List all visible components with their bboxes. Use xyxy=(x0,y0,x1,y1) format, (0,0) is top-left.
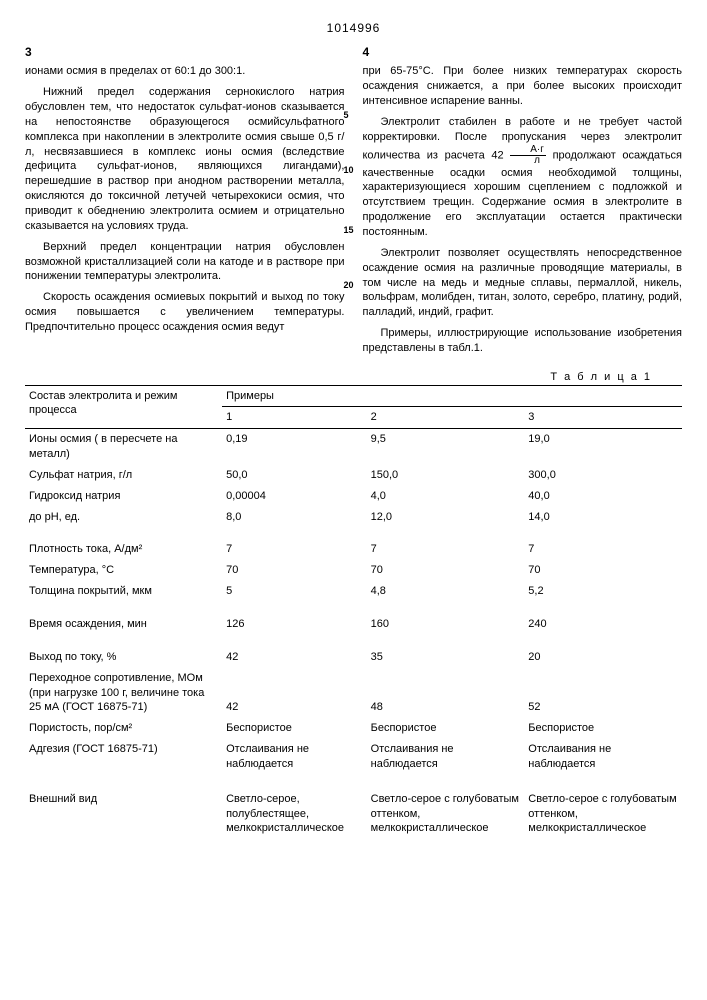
cell: 19,0 xyxy=(524,429,682,465)
body-columns: 5 10 15 20 3 ионами осмия в пределах от … xyxy=(25,44,682,362)
table-row: Температура, °С 70 70 70 xyxy=(25,560,682,581)
cell: 7 xyxy=(524,539,682,560)
cell: 40,0 xyxy=(524,486,682,507)
hdr-examples: Примеры xyxy=(222,385,682,407)
table-row: Адгезия (ГОСТ 16875-71) Отслаивания не н… xyxy=(25,739,682,775)
table-header-row: Состав электролита и режим процесса Прим… xyxy=(25,385,682,407)
cell: 8,0 xyxy=(222,507,367,528)
cell: 9,5 xyxy=(367,429,525,465)
row-label: Гидроксид натрия xyxy=(25,486,222,507)
cell: Отслаивания не наблюдается xyxy=(222,739,367,775)
cell: 35 xyxy=(367,647,525,668)
table-row: Время осаждения, мин 126 160 240 xyxy=(25,614,682,635)
row-label: Выход по току, % xyxy=(25,647,222,668)
cell: 7 xyxy=(367,539,525,560)
table-label: Т а б л и ц а 1 xyxy=(25,370,652,385)
cell: Беспористое xyxy=(524,718,682,739)
cell: 52 xyxy=(524,668,682,719)
page-num-left: 3 xyxy=(25,44,345,60)
table-row: Внешний вид Светло-серое, полублестящее,… xyxy=(25,789,682,840)
left-column: 3 ионами осмия в пределах от 60:1 до 300… xyxy=(25,44,345,362)
cell: 70 xyxy=(524,560,682,581)
cell: 42 xyxy=(222,647,367,668)
col-1: 1 xyxy=(222,407,367,429)
table-row: Толщина покрытий, мкм 5 4,8 5,2 xyxy=(25,581,682,602)
cell: 150,0 xyxy=(367,465,525,486)
row-label: Ионы осмия ( в пересчете на металл) xyxy=(25,429,222,465)
para-l2: Нижний предел содержания сернокислого на… xyxy=(25,85,345,233)
table-row xyxy=(25,635,682,647)
para-r3: Электролит позволяет осуществлять непоср… xyxy=(363,246,683,320)
line-mark-15: 15 xyxy=(344,224,354,236)
cell: 48 xyxy=(367,668,525,719)
row-label: Температура, °С xyxy=(25,560,222,581)
para-r2: Электролит стабилен в работе и не требуе… xyxy=(363,115,683,240)
para-r1: при 65-75°С. При более низких температур… xyxy=(363,64,683,109)
line-mark-10: 10 xyxy=(344,164,354,176)
cell: 50,0 xyxy=(222,465,367,486)
table-row: Выход по току, % 42 35 20 xyxy=(25,647,682,668)
right-column: 4 при 65-75°С. При более низких температ… xyxy=(363,44,683,362)
line-mark-20: 20 xyxy=(344,279,354,291)
data-table: Состав электролита и режим процесса Прим… xyxy=(25,385,682,840)
table-row xyxy=(25,602,682,614)
table-row xyxy=(25,775,682,789)
line-mark-5: 5 xyxy=(344,109,349,121)
cell: 126 xyxy=(222,614,367,635)
cell: Беспористое xyxy=(222,718,367,739)
para-l3: Верхний предел концентрации натрия обусл… xyxy=(25,240,345,285)
row-label: Адгезия (ГОСТ 16875-71) xyxy=(25,739,222,775)
row-label: Внешний вид xyxy=(25,789,222,840)
cell: 70 xyxy=(367,560,525,581)
cell: 14,0 xyxy=(524,507,682,528)
cell: 240 xyxy=(524,614,682,635)
row-label: Плотность тока, А/дм² xyxy=(25,539,222,560)
cell: 12,0 xyxy=(367,507,525,528)
table-row: Ионы осмия ( в пересчете на металл) 0,19… xyxy=(25,429,682,465)
table-row: Переходное сопротивление, МОм (при нагру… xyxy=(25,668,682,719)
cell: 70 xyxy=(222,560,367,581)
row-label: Пористость, пор/см² xyxy=(25,718,222,739)
cell: Светло-серое с голубоватым оттенком, мел… xyxy=(367,789,525,840)
cell: 0,19 xyxy=(222,429,367,465)
cell: 5,2 xyxy=(524,581,682,602)
cell: 42 xyxy=(222,668,367,719)
page-num-right: 4 xyxy=(363,44,683,60)
cell: 300,0 xyxy=(524,465,682,486)
cell: Беспористое xyxy=(367,718,525,739)
table-row xyxy=(25,527,682,539)
doc-number: 1014996 xyxy=(25,20,682,36)
row-label: Переходное сопротивление, МОм (при нагру… xyxy=(25,668,222,719)
table-row: Пористость, пор/см² Беспористое Беспорис… xyxy=(25,718,682,739)
para-l1: ионами осмия в пределах от 60:1 до 300:1… xyxy=(25,64,345,79)
cell: Светло-серое, полублестящее, мелкокриста… xyxy=(222,789,367,840)
col-2: 2 xyxy=(367,407,525,429)
table-row: Плотность тока, А/дм² 7 7 7 xyxy=(25,539,682,560)
row-label: Толщина покрытий, мкм xyxy=(25,581,222,602)
row-label: Сульфат натрия, г/л xyxy=(25,465,222,486)
col-3: 3 xyxy=(524,407,682,429)
cell: 20 xyxy=(524,647,682,668)
cell: Светло-серое с голубоватым оттенком, мел… xyxy=(524,789,682,840)
table-row: Сульфат натрия, г/л 50,0 150,0 300,0 xyxy=(25,465,682,486)
frac-top: А·г xyxy=(510,145,546,156)
frac-bot: л xyxy=(510,156,546,166)
cell: Отслаивания не наблюдается xyxy=(524,739,682,775)
para-r4: Примеры, иллюстрирующие использование из… xyxy=(363,326,683,356)
fraction: А·г л xyxy=(510,145,546,166)
cell: Отслаивания не наблюдается xyxy=(367,739,525,775)
cell: 4,8 xyxy=(367,581,525,602)
para-l4: Скорость осаждения осмиевых покрытий и в… xyxy=(25,290,345,335)
row-label: до pH, ед. xyxy=(25,507,222,528)
cell: 7 xyxy=(222,539,367,560)
cell: 160 xyxy=(367,614,525,635)
table-row: до pH, ед. 8,0 12,0 14,0 xyxy=(25,507,682,528)
cell: 0,00004 xyxy=(222,486,367,507)
cell: 4,0 xyxy=(367,486,525,507)
row-label: Время осаждения, мин xyxy=(25,614,222,635)
table-row: Гидроксид натрия 0,00004 4,0 40,0 xyxy=(25,486,682,507)
cell: 5 xyxy=(222,581,367,602)
hdr-composition: Состав электролита и режим процесса xyxy=(25,385,222,429)
